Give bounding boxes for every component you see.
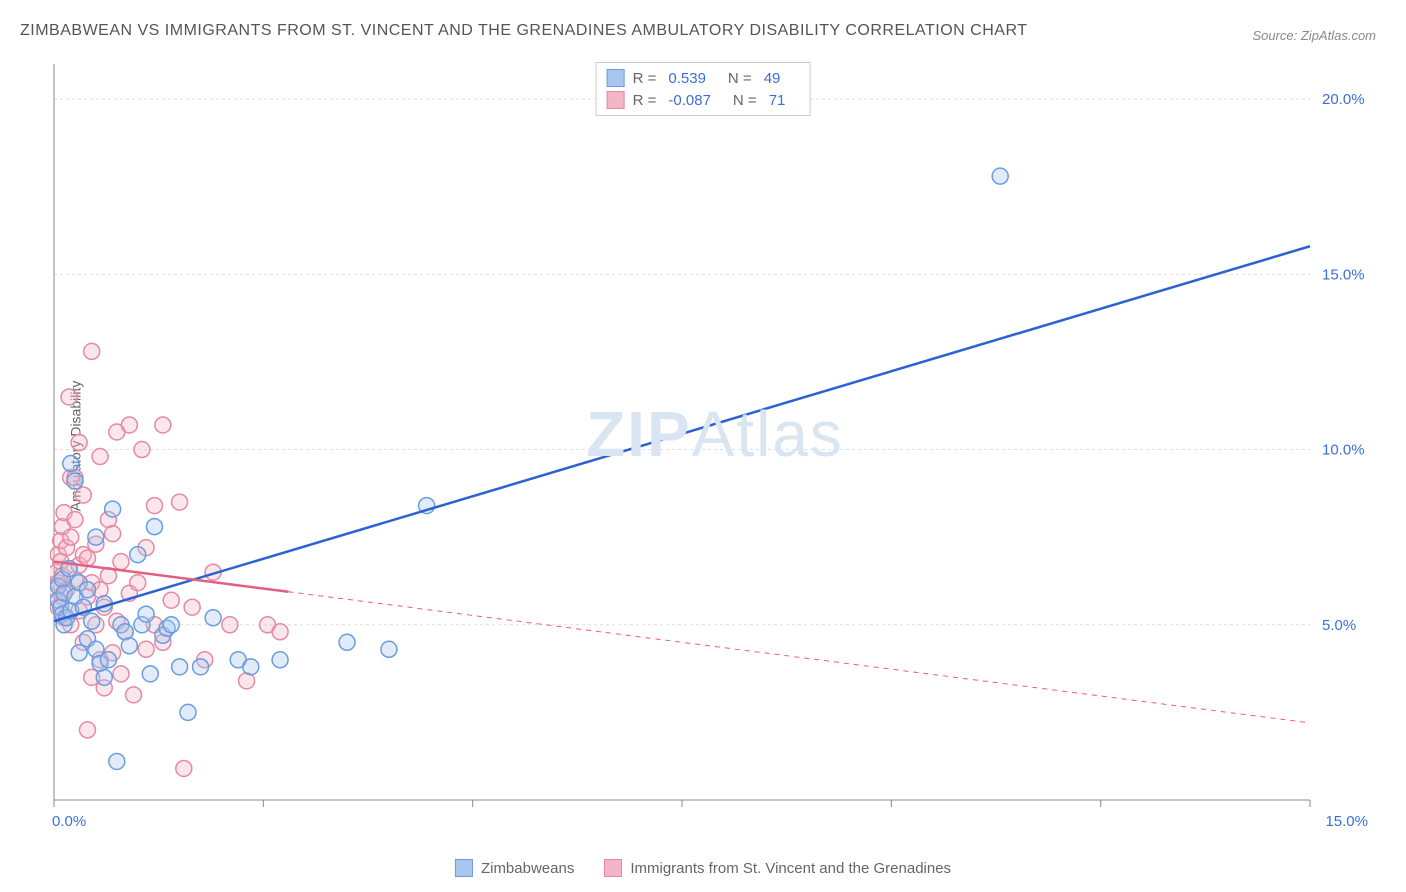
- legend-n-value-0: 49: [764, 70, 781, 87]
- correlation-chart: ZIMBABWEAN VS IMMIGRANTS FROM ST. VINCEN…: [0, 0, 1406, 892]
- legend-series-label-0: Zimbabweans: [481, 860, 574, 877]
- svg-text:15.0%: 15.0%: [1322, 266, 1365, 283]
- legend-stats: R = 0.539 N = 49 R = -0.087 N = 71: [596, 62, 811, 116]
- legend-r-label-1: R =: [633, 92, 657, 109]
- svg-text:20.0%: 20.0%: [1322, 91, 1365, 108]
- plot-svg: 5.0% 10.0% 15.0% 20.0% 0.0% 15.0%: [50, 60, 1380, 840]
- legend-series-swatch-0: [455, 859, 473, 877]
- legend-r-label-0: R =: [633, 70, 657, 87]
- plot-area: 5.0%10.0%15.0%20.0%0.0%15.0% ZIPAtlas: [50, 60, 1380, 840]
- legend-swatch-0: [607, 69, 625, 87]
- svg-text:10.0%: 10.0%: [1322, 442, 1365, 459]
- legend-n-label-1: N =: [733, 92, 757, 109]
- svg-text:5.0%: 5.0%: [1322, 617, 1356, 634]
- svg-text:0.0%: 0.0%: [52, 813, 86, 830]
- legend-series-item-0: Zimbabweans: [455, 859, 574, 877]
- chart-source: Source: ZipAtlas.com: [1252, 28, 1376, 43]
- chart-title: ZIMBABWEAN VS IMMIGRANTS FROM ST. VINCEN…: [20, 22, 1028, 40]
- legend-series-item-1: Immigrants from St. Vincent and the Gren…: [604, 859, 951, 877]
- svg-text:15.0%: 15.0%: [1325, 813, 1368, 830]
- legend-swatch-1: [607, 91, 625, 109]
- legend-series-label-1: Immigrants from St. Vincent and the Gren…: [630, 860, 951, 877]
- legend-series-swatch-1: [604, 859, 622, 877]
- legend-r-value-0: 0.539: [668, 70, 706, 87]
- legend-n-value-1: 71: [769, 92, 786, 109]
- legend-r-value-1: -0.087: [668, 92, 711, 109]
- legend-stats-row-0: R = 0.539 N = 49: [607, 67, 800, 89]
- legend-series: Zimbabweans Immigrants from St. Vincent …: [455, 859, 951, 877]
- legend-n-label-0: N =: [728, 70, 752, 87]
- legend-stats-row-1: R = -0.087 N = 71: [607, 89, 800, 111]
